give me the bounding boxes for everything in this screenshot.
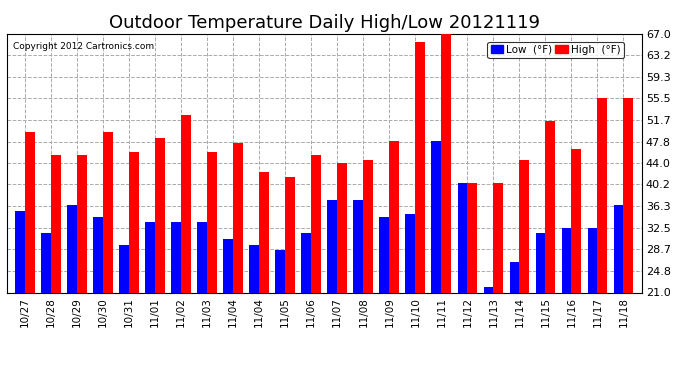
Title: Outdoor Temperature Daily High/Low 20121119: Outdoor Temperature Daily High/Low 20121… [109,14,540,32]
Bar [337,163,347,292]
Bar [535,233,545,292]
Bar [233,144,243,292]
Bar [328,200,337,292]
Bar [457,183,467,292]
Bar [493,183,503,292]
Bar [545,121,555,292]
Bar [93,217,104,292]
Bar [364,160,373,292]
Bar [484,287,493,292]
Bar [67,206,77,292]
Bar [353,200,364,292]
Bar [41,233,51,292]
Bar [171,222,181,292]
Bar [129,152,139,292]
Bar [224,239,233,292]
Bar [197,222,207,292]
Bar [181,116,191,292]
Bar [520,160,529,292]
Bar [15,211,25,292]
Bar [380,217,389,292]
Bar [389,141,400,292]
Bar [119,245,129,292]
Legend: Low  (°F), High  (°F): Low (°F), High (°F) [487,42,624,58]
Bar [624,99,633,292]
Bar [467,183,477,292]
Bar [431,141,442,292]
Bar [51,154,61,292]
Bar [249,245,259,292]
Bar [406,214,415,292]
Bar [104,132,113,292]
Bar [302,233,311,292]
Bar [442,34,451,292]
Bar [588,228,598,292]
Bar [285,177,295,292]
Bar [25,132,35,292]
Bar [311,154,321,292]
Bar [155,138,165,292]
Bar [613,206,624,292]
Bar [146,222,155,292]
Bar [415,42,425,292]
Bar [207,152,217,292]
Bar [77,154,87,292]
Bar [571,149,582,292]
Text: Copyright 2012 Cartronics.com: Copyright 2012 Cartronics.com [13,42,155,51]
Bar [275,251,285,292]
Bar [259,172,269,292]
Bar [509,262,520,292]
Bar [598,99,607,292]
Bar [562,228,571,292]
